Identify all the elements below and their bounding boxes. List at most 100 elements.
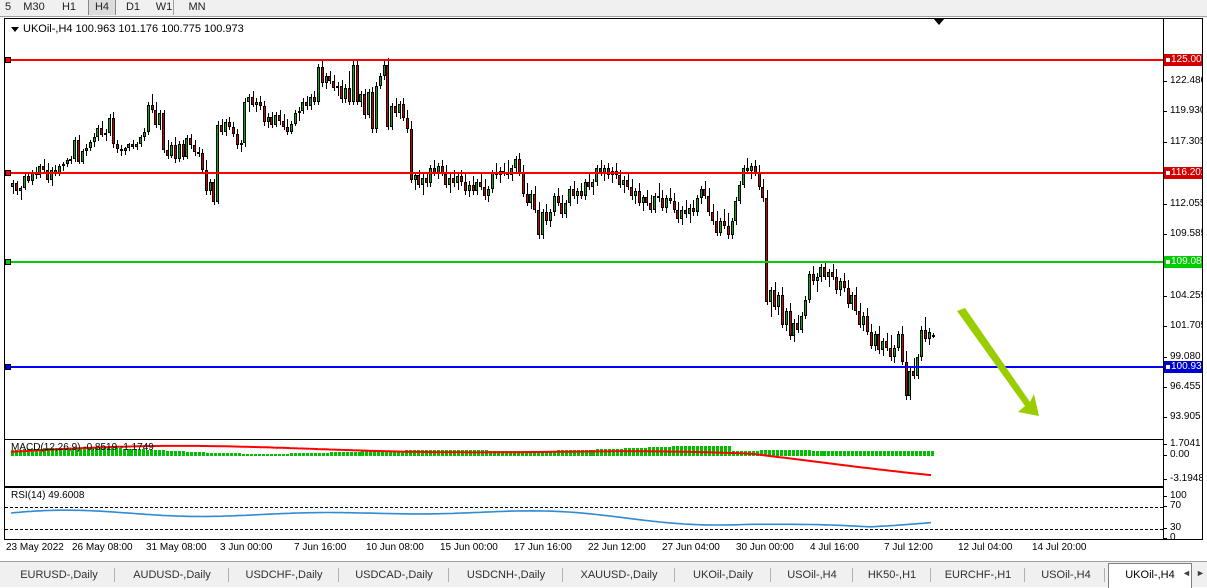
macd-histogram-bar — [505, 450, 508, 456]
candle-body — [123, 147, 127, 152]
rsi-indicator-pane[interactable]: RSI(14) 49.6008 — [5, 487, 1163, 539]
candle-body — [904, 361, 908, 397]
chart-tab-eurusd-daily[interactable]: EURUSD-,Daily — [20, 569, 98, 581]
macd-histogram-bar — [827, 450, 830, 456]
candle-wick — [771, 286, 772, 317]
chart-tab-ukoil-h4[interactable]: UKOil-,H4 — [1108, 563, 1192, 588]
chart-tab-ukoil-daily[interactable]: UKOil-,Daily — [693, 569, 753, 581]
candle-wick — [256, 98, 257, 113]
candle-wick — [168, 139, 169, 160]
candle-body — [394, 106, 398, 114]
candle-body — [583, 182, 587, 197]
timeframe-mn-button[interactable]: MN — [188, 1, 206, 13]
price-chart-pane[interactable]: UKOil-,H4 100.963 101.176 100.775 100.97… — [5, 19, 1163, 438]
chevron-down-icon[interactable] — [11, 26, 19, 32]
candle-body — [854, 295, 858, 312]
price-label-resistance-upper[interactable]: 125.006 — [1164, 54, 1202, 66]
candle-body — [131, 144, 135, 147]
price-axis[interactable]: 122.480119.930117.305114.680112.055109.5… — [1163, 19, 1202, 539]
level-handle[interactable] — [5, 57, 11, 63]
candle-body — [699, 189, 703, 199]
level-line-support-green[interactable] — [5, 259, 1163, 265]
down-arrow-annotation[interactable] — [935, 294, 1055, 429]
candle-wick — [500, 167, 501, 184]
timeframe-w1-button[interactable]: W1 — [155, 1, 173, 13]
candle-body — [363, 93, 367, 116]
macd-histogram-bar — [190, 451, 193, 456]
macd-histogram-bar — [270, 453, 273, 456]
candle-body — [560, 202, 564, 215]
timeframe-d1-button[interactable]: D1 — [125, 1, 141, 13]
candle-wick — [833, 263, 834, 281]
chart-tab-usoil-h4[interactable]: USOil-,H4 — [1041, 569, 1091, 581]
chart-tab-usdchf-daily[interactable]: USDCHF-,Daily — [245, 569, 323, 581]
candle-body — [46, 169, 50, 180]
macd-histogram-bar — [350, 451, 353, 456]
candle-wick — [724, 208, 725, 230]
candle-body — [251, 97, 255, 106]
chart-tab-hk50-h1[interactable]: HK50-,H1 — [867, 569, 917, 581]
candle-body — [301, 101, 305, 111]
tabs-scroll-left-icon[interactable]: ◄ — [1182, 568, 1191, 578]
level-line-entry-blue[interactable] — [5, 364, 1163, 370]
chart-tab-audusd-daily[interactable]: AUDUSD-,Daily — [133, 569, 211, 581]
macd-histogram-bar — [222, 453, 225, 456]
candle-wick — [508, 160, 509, 179]
level-handle[interactable] — [5, 364, 11, 370]
candle-body — [19, 187, 23, 192]
level-line-resistance-mid[interactable] — [5, 170, 1163, 176]
time-axis-label: 23 May 2022 — [6, 542, 64, 553]
price-label-entry-blue[interactable]: 100.935 — [1164, 361, 1202, 373]
chart-tab-usoil-h4[interactable]: USOil-,H4 — [787, 569, 837, 581]
candle-body — [162, 113, 166, 150]
macd-histogram-bar — [99, 447, 102, 456]
candle-body — [861, 315, 865, 325]
macd-histogram-bar — [792, 450, 795, 456]
axis-label: 30 — [1170, 522, 1182, 533]
axis-label: 100 — [1170, 490, 1187, 501]
tabs-scroll-right-icon[interactable]: ► — [1196, 568, 1205, 578]
chart-tab-eurchf-h1[interactable]: EURCHF-,H1 — [944, 569, 1012, 581]
macd-histogram-bar — [417, 450, 420, 456]
macd-histogram-bar — [871, 451, 874, 456]
macd-histogram-bar — [517, 450, 520, 456]
candle-body — [312, 97, 316, 102]
candle-body — [305, 101, 309, 107]
macd-histogram-bar — [258, 453, 261, 456]
macd-histogram-bar — [174, 451, 177, 456]
tab-separator — [562, 568, 563, 582]
time-axis[interactable]: 23 May 2022 26 May 08:00 31 May 08:00 3 Jun… — [4, 541, 1203, 559]
level-line-resistance-upper[interactable] — [5, 57, 1163, 63]
level-handle[interactable] — [5, 259, 11, 265]
macd-histogram-bar — [545, 450, 548, 456]
macd-histogram-bar — [911, 451, 914, 456]
macd-histogram-bar — [788, 450, 791, 456]
candle-body — [819, 267, 823, 277]
price-label-support-green[interactable]: 109.080 — [1164, 256, 1202, 268]
chart-tab-usdcnh-daily[interactable]: USDCNH-,Daily — [466, 569, 546, 581]
timeframe-5-button[interactable]: 5 — [4, 1, 12, 13]
timeframe-m30-button[interactable]: M30 — [23, 1, 45, 13]
candle-wick — [299, 107, 300, 122]
macd-histogram-bar — [286, 453, 289, 456]
timeframe-h1-button[interactable]: H1 — [61, 1, 77, 13]
macd-histogram-bar — [831, 450, 834, 456]
macd-histogram-bar — [226, 453, 229, 456]
chart-tab-usdcad-daily[interactable]: USDCAD-,Daily — [355, 569, 433, 581]
candle-wick — [199, 146, 200, 157]
candle-body — [834, 276, 838, 291]
macd-indicator-pane[interactable]: MACD(12,26,9) -0.8519 -1.1749 — [5, 439, 1163, 487]
candle-body — [69, 159, 73, 162]
macd-histogram-bar — [573, 450, 576, 456]
level-handle[interactable] — [5, 170, 11, 176]
price-label-resistance-mid[interactable]: 116.202 — [1164, 167, 1202, 179]
macd-histogram-bar — [521, 450, 524, 456]
timeframe-h4-button[interactable]: H4 — [88, 0, 116, 15]
candle-body — [564, 202, 568, 215]
macd-histogram-bar — [51, 448, 54, 456]
time-axis-label: 30 Jun 00:00 — [736, 542, 794, 553]
price-label-nub — [1166, 171, 1170, 175]
chart-tab-xauusd-daily[interactable]: XAUUSD-,Daily — [580, 569, 658, 581]
axis-tick — [1164, 417, 1167, 418]
candle-body — [811, 274, 815, 282]
